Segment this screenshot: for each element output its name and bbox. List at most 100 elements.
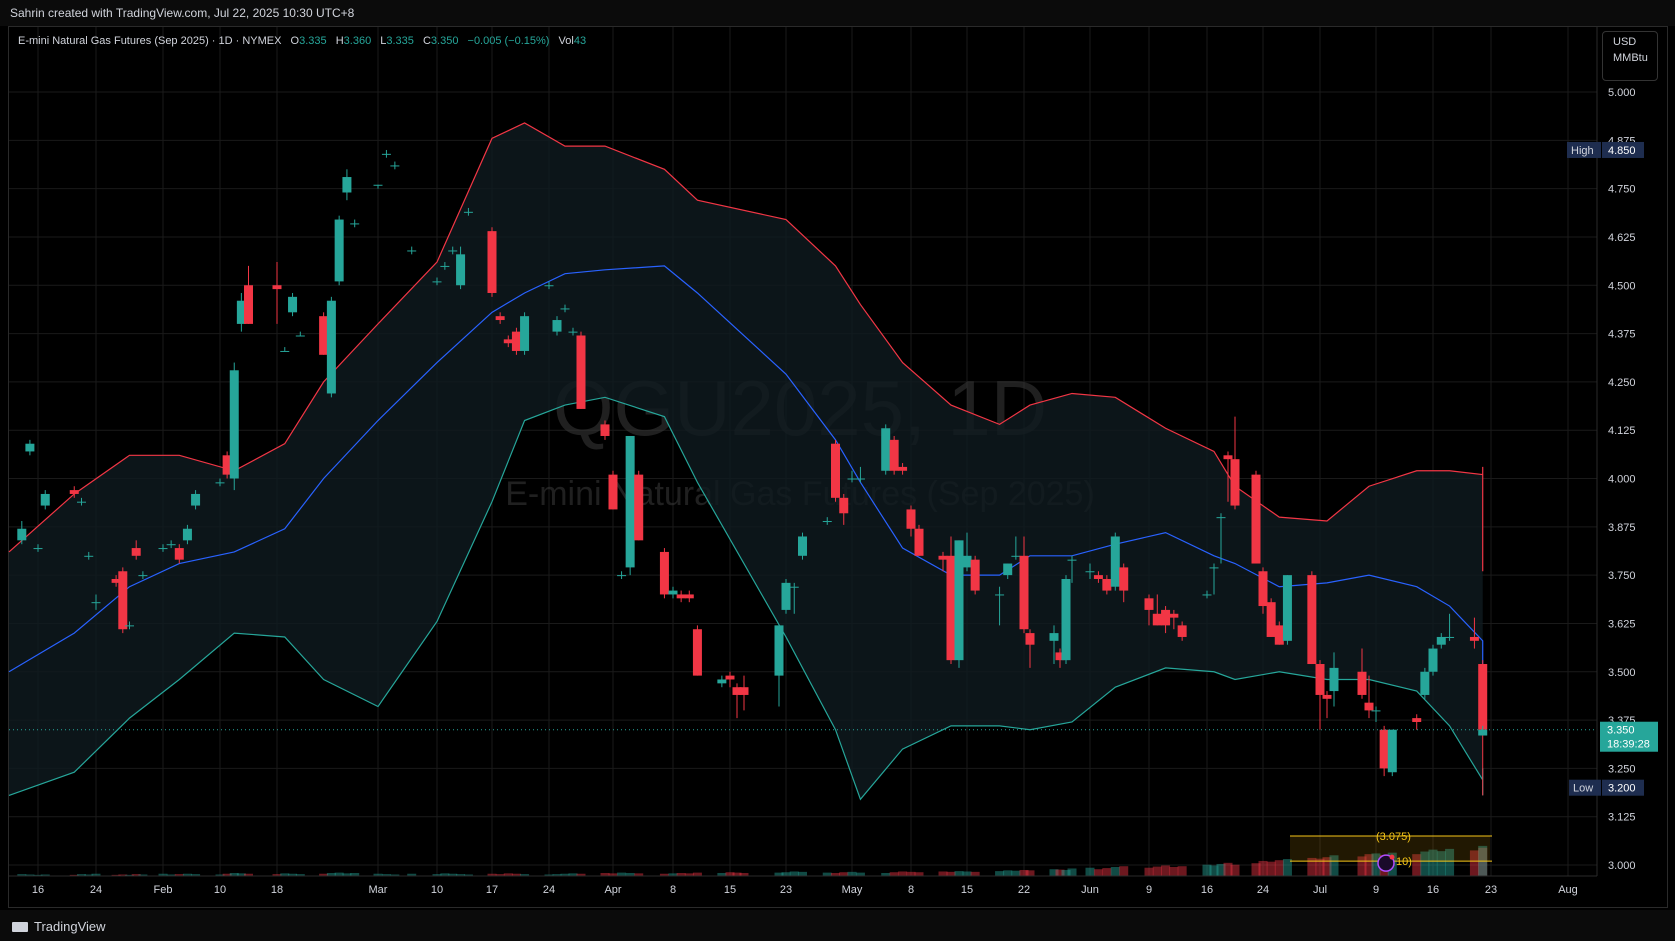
candle-body[interactable] xyxy=(381,153,391,155)
candle-body[interactable] xyxy=(1144,598,1154,610)
candle-body[interactable] xyxy=(617,575,627,577)
candle-body[interactable] xyxy=(511,331,521,351)
candle-body[interactable] xyxy=(432,281,442,283)
candle-body[interactable] xyxy=(781,582,791,610)
candle-body[interactable] xyxy=(906,509,916,529)
candle-body[interactable] xyxy=(440,265,450,267)
candle-body[interactable] xyxy=(1387,729,1397,773)
candle-body[interactable] xyxy=(1274,625,1284,645)
candle-body[interactable] xyxy=(1412,718,1422,722)
candle-body[interactable] xyxy=(560,308,570,310)
candle-body[interactable] xyxy=(889,439,899,471)
candle-body[interactable] xyxy=(280,350,290,352)
candle-body[interactable] xyxy=(111,578,121,583)
candle-body[interactable] xyxy=(659,551,669,595)
candle-body[interactable] xyxy=(33,548,43,550)
candle-body[interactable] xyxy=(272,285,282,290)
candle-body[interactable] xyxy=(407,250,417,252)
candle-body[interactable] xyxy=(503,339,513,344)
candle-body[interactable] xyxy=(1085,571,1095,573)
candle-body[interactable] xyxy=(1478,664,1488,730)
candle-body[interactable] xyxy=(448,250,458,252)
candle-body[interactable] xyxy=(1357,671,1367,695)
candle-body[interactable] xyxy=(456,254,466,286)
candle-body[interactable] xyxy=(1266,602,1276,637)
currency-unit-selector[interactable]: USD MMBtu xyxy=(1602,31,1658,81)
candle-body[interactable] xyxy=(236,300,246,324)
candle-body[interactable] xyxy=(334,219,344,282)
candle-body[interactable] xyxy=(898,466,908,471)
candle-body[interactable] xyxy=(326,300,336,394)
candle-body[interactable] xyxy=(1436,636,1446,645)
candle-body[interactable] xyxy=(222,455,232,475)
candle-body[interactable] xyxy=(544,285,554,287)
candle-body[interactable] xyxy=(995,594,1005,596)
candle-body[interactable] xyxy=(938,555,948,560)
candle-body[interactable] xyxy=(954,540,964,661)
candle-body[interactable] xyxy=(215,482,225,484)
candle-body[interactable] xyxy=(350,223,360,225)
candle-body[interactable] xyxy=(676,594,686,599)
candle-body[interactable] xyxy=(1169,613,1179,618)
candle-body[interactable] xyxy=(608,474,618,510)
candle-body[interactable] xyxy=(495,316,505,321)
candle-body[interactable] xyxy=(1067,559,1077,561)
candle-body[interactable] xyxy=(487,231,497,293)
candle-body[interactable] xyxy=(668,590,678,595)
candle-body[interactable] xyxy=(1469,636,1479,641)
candle-body[interactable] xyxy=(1258,571,1268,607)
candle-body[interactable] xyxy=(1019,555,1029,630)
candle-body[interactable] xyxy=(774,625,784,676)
candle-body[interactable] xyxy=(1102,578,1112,591)
candle-body[interactable] xyxy=(1379,729,1389,769)
candle-body[interactable] xyxy=(725,675,735,680)
candle-body[interactable] xyxy=(847,478,857,480)
candle-body[interactable] xyxy=(1209,567,1219,569)
candle-body[interactable] xyxy=(84,555,94,557)
candle-body[interactable] xyxy=(881,428,891,471)
candle-body[interactable] xyxy=(118,571,128,630)
candle-body[interactable] xyxy=(684,594,694,599)
symbol-name[interactable]: E-mini Natural Gas Futures (Sep 2025) · … xyxy=(18,35,282,47)
candle-body[interactable] xyxy=(91,602,101,604)
alert-icon[interactable] xyxy=(1377,854,1395,872)
candle-body[interactable] xyxy=(1315,664,1325,695)
candle-body[interactable] xyxy=(789,586,799,588)
candle-body[interactable] xyxy=(946,555,956,661)
candle-body[interactable] xyxy=(1251,474,1261,564)
candle-body[interactable] xyxy=(373,184,383,186)
candle-body[interactable] xyxy=(191,493,201,506)
candle-body[interactable] xyxy=(914,528,924,556)
candle-body[interactable] xyxy=(822,521,832,523)
candle-body[interactable] xyxy=(1230,459,1240,506)
candle-body[interactable] xyxy=(1420,671,1430,695)
candle-body[interactable] xyxy=(463,211,473,213)
candle-body[interactable] xyxy=(970,559,980,591)
candle-body[interactable] xyxy=(1177,625,1187,637)
candle-body[interactable] xyxy=(295,335,305,337)
candle-body[interactable] xyxy=(568,331,578,333)
candle-body[interactable] xyxy=(138,575,148,577)
candle-body[interactable] xyxy=(1371,710,1381,712)
candle-body[interactable] xyxy=(1055,652,1065,661)
candle-body[interactable] xyxy=(69,490,79,494)
candle-body[interactable] xyxy=(634,474,644,541)
candle-body[interactable] xyxy=(1093,575,1103,579)
candle-body[interactable] xyxy=(17,528,27,541)
candle-body[interactable] xyxy=(839,497,849,514)
candle-body[interactable] xyxy=(244,285,253,324)
candle-body[interactable] xyxy=(319,316,329,355)
candle-body[interactable] xyxy=(798,536,807,556)
candle-body[interactable] xyxy=(962,555,972,568)
candle-body[interactable] xyxy=(1003,563,1013,576)
candle-body[interactable] xyxy=(1025,633,1035,645)
candle-body[interactable] xyxy=(40,493,50,506)
candle-body[interactable] xyxy=(25,443,35,452)
candle-body[interactable] xyxy=(174,548,184,560)
candle-body[interactable] xyxy=(1282,575,1292,641)
candle-body[interactable] xyxy=(692,629,702,676)
candle-body[interactable] xyxy=(717,679,727,684)
candle-body[interactable] xyxy=(182,528,192,541)
candle-body[interactable] xyxy=(1445,636,1455,638)
candle-body[interactable] xyxy=(600,424,610,436)
